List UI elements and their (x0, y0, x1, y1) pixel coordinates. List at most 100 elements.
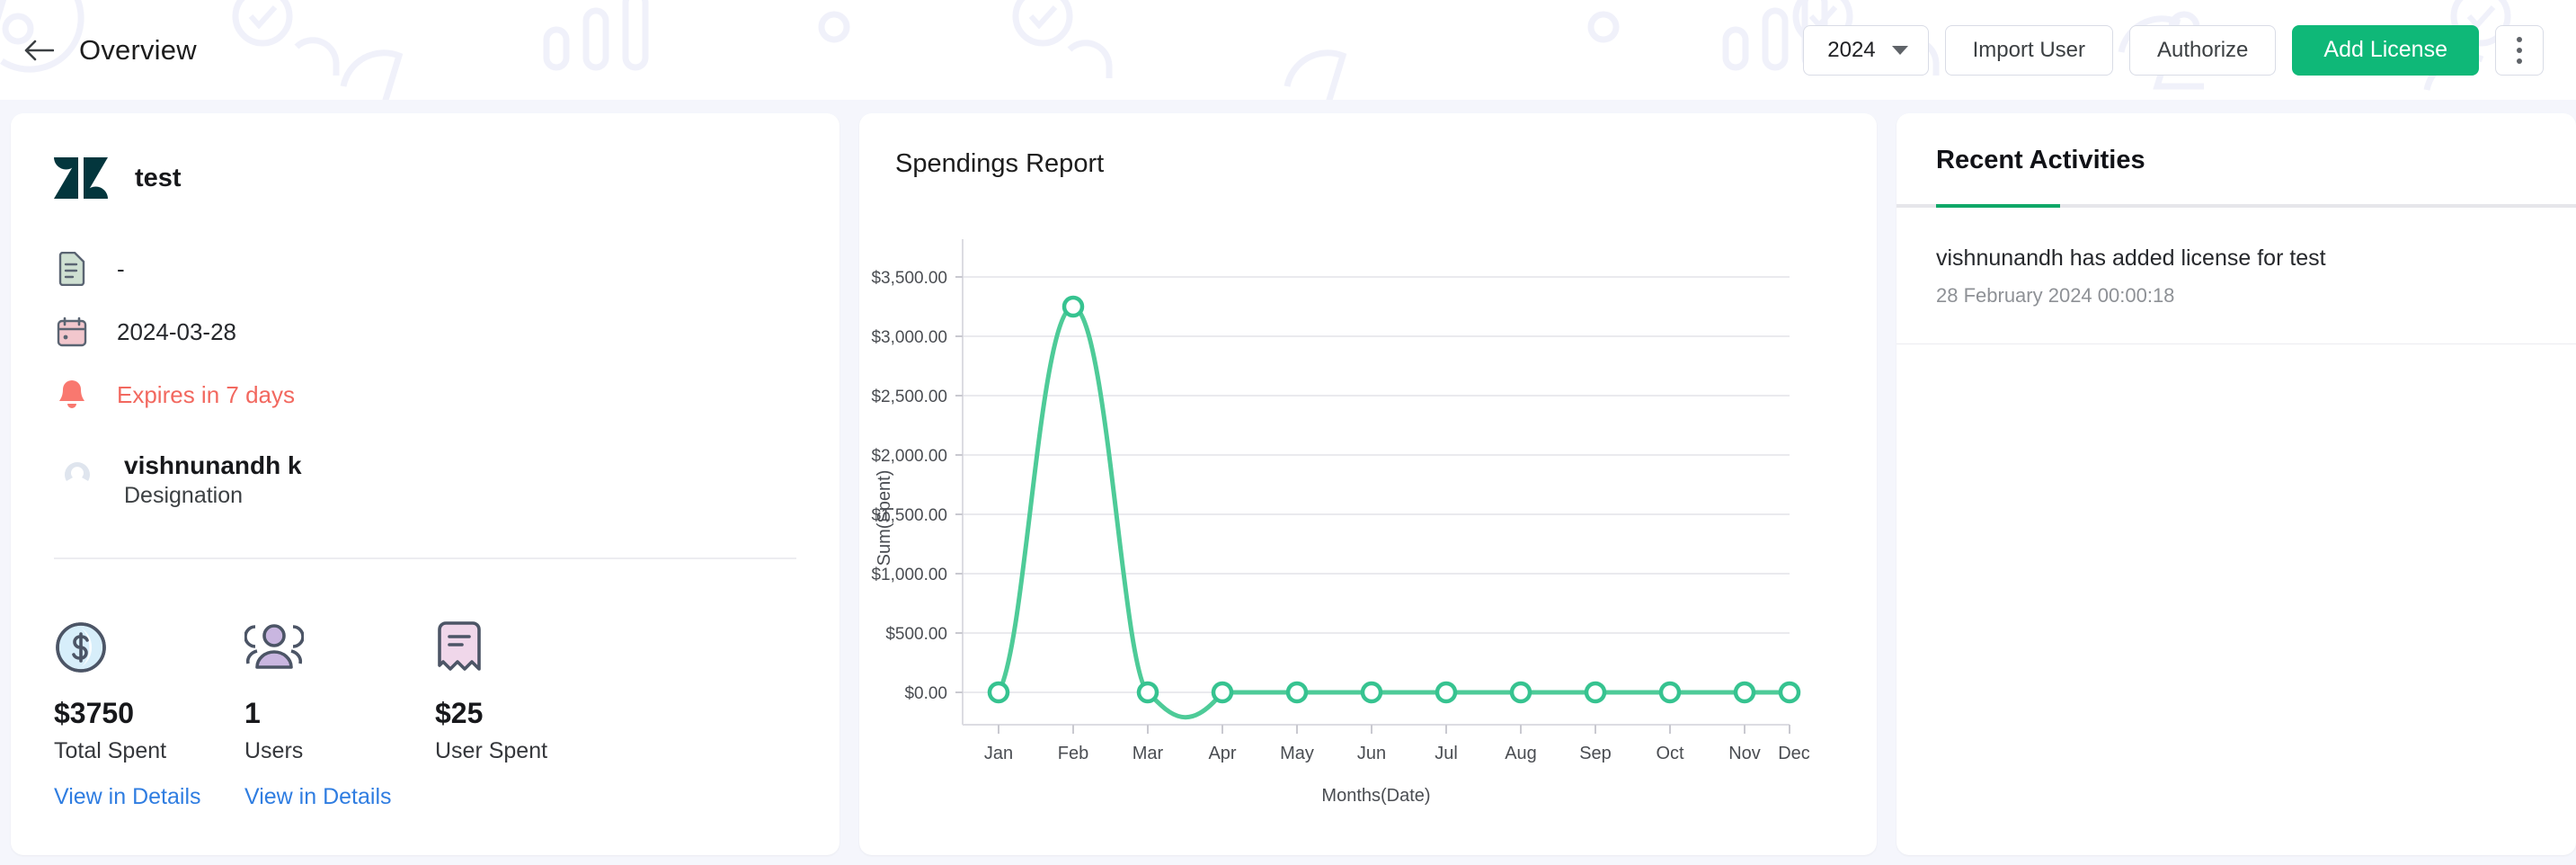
x-tick-label: Sep (1579, 744, 1612, 763)
data-point-jul[interactable] (1435, 681, 1458, 704)
spendings-report-title: Spendings Report (895, 149, 1105, 178)
activity-list-item[interactable]: vishnunandh has added license for test 2… (1896, 208, 2576, 344)
x-tick-label: Jan (984, 744, 1013, 763)
data-point-feb[interactable] (1061, 295, 1085, 318)
x-tick-label: Apr (1208, 744, 1236, 763)
data-point-oct[interactable] (1658, 681, 1682, 704)
chart-gridlines (963, 276, 1790, 693)
back-button[interactable] (20, 31, 58, 69)
stat-user-spent: $25 User Spent (435, 610, 626, 810)
x-tick-label: Oct (1656, 744, 1684, 763)
page-content: test - 2024-03-28 (0, 100, 2576, 865)
y-tick-label: $0.00 (904, 684, 947, 703)
chart-data-markers (987, 295, 1801, 704)
view-details-link-total-spent[interactable]: View in Details (54, 783, 201, 809)
info-row-date: 2024-03-28 (54, 300, 796, 363)
activity-timestamp: 28 February 2024 00:00:18 (1936, 284, 2175, 307)
chart-y-tick-labels: $3,500.00 $3,000.00 $2,500.00 $2,000.00 … (871, 269, 947, 703)
section-divider (54, 557, 796, 559)
data-point-aug[interactable] (1509, 681, 1532, 704)
data-point-apr[interactable] (1211, 681, 1234, 704)
assigned-user: vishnunandh k Designation (54, 450, 796, 511)
data-point-mar[interactable] (1136, 681, 1159, 704)
stat-total-spent: $3750 Total Spent View in Details (54, 610, 244, 810)
more-vertical-icon-dot (2517, 58, 2522, 64)
stat-value: $25 (435, 696, 484, 729)
recent-activities-card: Recent Activities vishnunandh has added … (1896, 113, 2576, 855)
info-row-description: - (54, 237, 796, 300)
users-icon (244, 610, 435, 674)
chevron-down-icon (1891, 45, 1908, 55)
y-tick-label: $1,500.00 (871, 506, 947, 525)
org-name: test (135, 163, 182, 192)
authorize-button[interactable]: Authorize (2129, 24, 2277, 76)
more-vertical-icon-dot (2517, 36, 2522, 42)
calendar-icon (54, 317, 90, 347)
user-designation: Designation (124, 483, 244, 508)
y-tick-label: $2,000.00 (871, 447, 947, 466)
bell-icon (54, 379, 90, 411)
stat-label: User Spent (435, 737, 548, 763)
spendings-report-card: Spendings Report (859, 113, 1877, 855)
dollar-coin-icon (54, 610, 244, 674)
year-select-value: 2024 (1827, 37, 1876, 62)
x-tick-label: Feb (1058, 744, 1088, 763)
x-tick-label: Mar (1133, 744, 1164, 763)
chart-y-axis-label: Sum(Spent) (875, 470, 894, 566)
data-point-sep[interactable] (1584, 681, 1607, 704)
license-profile-card: test - 2024-03-28 (11, 113, 839, 855)
x-tick-label: Nov (1728, 744, 1761, 763)
page-title: Overview (79, 33, 197, 66)
add-license-button[interactable]: Add License (2292, 24, 2479, 76)
avatar-icon (55, 457, 100, 503)
y-tick-label: $1,000.00 (871, 566, 947, 584)
y-tick-label: $3,000.00 (871, 328, 947, 347)
spendings-line-chart: $3,500.00 $3,000.00 $2,500.00 $2,000.00 … (859, 221, 1877, 851)
year-select[interactable]: 2024 (1803, 24, 1929, 76)
chart-data-line (996, 304, 1792, 720)
import-user-button[interactable]: Import User (1944, 24, 2113, 76)
app-header: Overview 2024 Import User Authorize Add … (0, 0, 2576, 100)
recent-activities-title: Recent Activities (1936, 146, 2145, 174)
expiry-date-value: 2024-03-28 (117, 317, 236, 345)
receipt-icon (435, 610, 626, 674)
x-tick-label: May (1280, 744, 1314, 763)
stats-row: $3750 Total Spent View in Details 1 User… (54, 610, 796, 810)
stat-users: 1 Users View in Details (244, 610, 435, 810)
data-point-jun[interactable] (1360, 681, 1383, 704)
y-tick-label: $2,500.00 (871, 388, 947, 406)
data-point-jan[interactable] (987, 681, 1010, 704)
data-point-nov[interactable] (1733, 681, 1756, 704)
data-point-may[interactable] (1285, 681, 1309, 704)
chart-x-tick-labels: Jan Feb Mar Apr May Jun Jul Aug Sep Oct … (984, 744, 1810, 763)
document-icon (54, 252, 90, 286)
recent-activities-tab-indicator (1896, 204, 2576, 208)
zendesk-logo-icon (54, 157, 108, 199)
header-actions: 2024 Import User Authorize Add License (1803, 24, 2544, 76)
y-tick-label: $3,500.00 (871, 269, 947, 288)
stat-label: Users (244, 737, 304, 763)
arrow-left-icon (24, 40, 54, 60)
chart-svg: $3,500.00 $3,000.00 $2,500.00 $2,000.00 … (871, 239, 1810, 806)
user-name: vishnunandh k (124, 451, 302, 479)
stat-value: $3750 (54, 696, 134, 729)
y-tick-label: $500.00 (885, 625, 947, 644)
info-row-expiry-warning: Expires in 7 days (54, 363, 796, 426)
x-tick-label: Dec (1778, 744, 1810, 763)
data-point-dec[interactable] (1778, 681, 1801, 704)
org-header: test (54, 153, 796, 203)
x-tick-label: Jun (1357, 744, 1386, 763)
x-tick-label: Aug (1505, 744, 1537, 763)
description-value: - (117, 254, 125, 282)
stat-label: Total Spent (54, 737, 167, 763)
chart-y-ticks (955, 276, 963, 693)
activity-text: vishnunandh has added license for test (1936, 245, 2326, 271)
expiry-warning-text: Expires in 7 days (117, 380, 295, 408)
chart-x-ticks (998, 725, 1790, 734)
more-options-button[interactable] (2495, 24, 2544, 76)
chart-x-axis-label: Months(Date) (1321, 786, 1430, 806)
more-vertical-icon-dot (2517, 47, 2522, 53)
x-tick-label: Jul (1435, 744, 1458, 763)
view-details-link-users[interactable]: View in Details (244, 783, 392, 809)
stat-value: 1 (244, 696, 261, 729)
